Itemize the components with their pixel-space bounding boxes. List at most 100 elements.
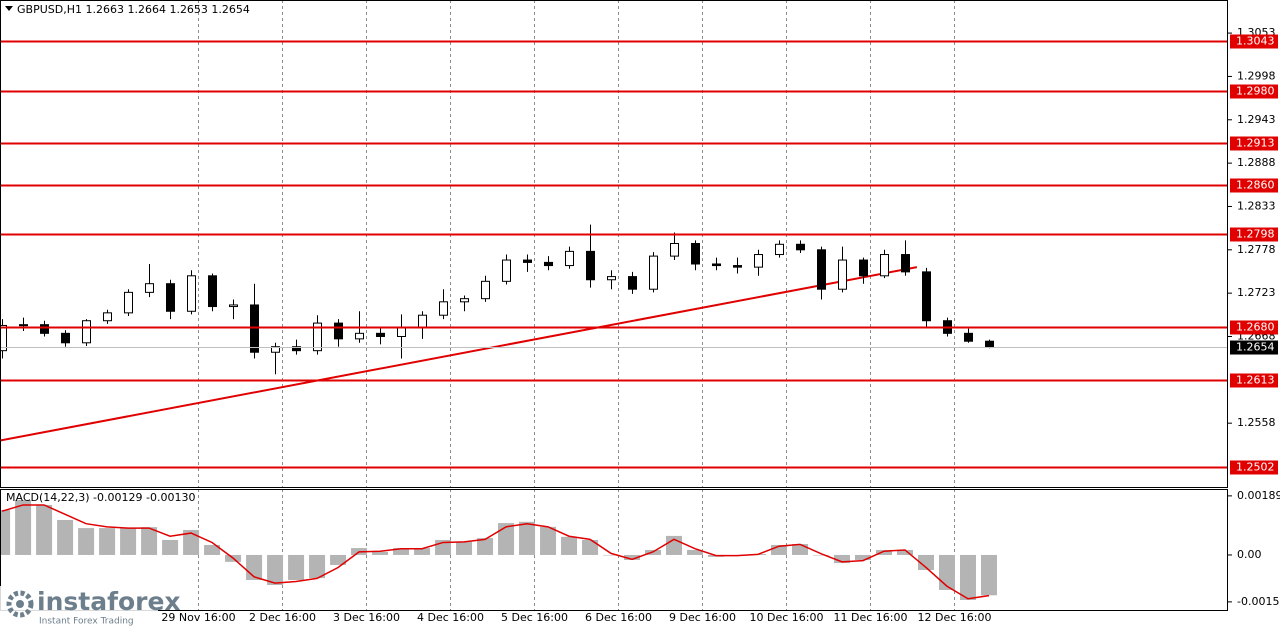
macd-bar [561, 536, 578, 555]
candle-body [376, 332, 385, 337]
candle-body [61, 332, 70, 344]
macd-bar [414, 548, 431, 555]
logo-tagline: Instant Forex Trading [39, 617, 134, 627]
level-box [1230, 373, 1278, 388]
candle-body [40, 324, 49, 334]
x-tick-label: 5 Dec 16:00 [501, 611, 568, 624]
macd-bar [183, 529, 200, 555]
trend-line [0, 266, 918, 442]
candle-body [418, 314, 427, 328]
macd-bar [959, 554, 976, 600]
candle-body [586, 250, 595, 281]
macd-bar [120, 528, 137, 555]
candle-body [733, 265, 742, 268]
candle-body [901, 254, 910, 273]
y-tick-label: 1.2558 [1237, 416, 1276, 429]
price-title: GBPUSD,H1 1.2663 1.2664 1.2653 1.2654 [17, 3, 250, 16]
signal-line [1, 504, 990, 600]
logo-hub [16, 600, 24, 608]
macd-bar [78, 528, 95, 555]
x-tick-label: 2 Dec 16:00 [249, 611, 316, 624]
price-frame [0, 0, 1228, 488]
macd-bar [204, 544, 221, 555]
level-label: 1.2502 [1236, 461, 1275, 474]
candle-body [124, 291, 133, 314]
candle-body [229, 304, 238, 308]
macd-bar [36, 504, 53, 555]
candle-body [82, 320, 91, 344]
macd-bar [15, 499, 32, 555]
candle-body [712, 263, 721, 267]
level-box [1230, 460, 1278, 475]
macd-title: MACD(14,22,3) -0.00129 -0.00130 [6, 491, 195, 504]
y-tick-label: 1.2833 [1237, 199, 1276, 212]
y-tick-label: 1.2723 [1237, 286, 1276, 299]
macd-bar [875, 549, 892, 555]
level-label: 1.2613 [1236, 374, 1275, 387]
macd-bar [519, 521, 536, 555]
macd-bar [267, 554, 284, 585]
candle-body [187, 275, 196, 312]
macd-bar [99, 528, 116, 555]
candle-body [796, 243, 805, 251]
last-price-label: 1.2654 [1236, 341, 1275, 354]
y-tick-label: 1.2888 [1237, 156, 1276, 169]
candle-body [313, 322, 322, 352]
candle-body [838, 259, 847, 290]
candle-body [502, 259, 511, 282]
macd-bar [917, 554, 934, 570]
candle-body [355, 332, 364, 340]
x-tick-label: 29 Nov 16:00 [161, 611, 235, 624]
macd-bar [582, 539, 599, 555]
macd-bar [854, 554, 871, 560]
macd-bar [309, 554, 326, 579]
macd-bar [330, 554, 347, 565]
candle-body [460, 298, 469, 303]
macd-bar [812, 554, 829, 556]
macd-bar [477, 538, 494, 555]
logo-brand: instaforex [37, 587, 181, 616]
level-label: 1.2798 [1236, 228, 1275, 241]
macd-bar [687, 549, 704, 555]
candle-body [523, 259, 532, 263]
macd-bar [833, 554, 850, 564]
candle-body [628, 276, 637, 290]
candle-body [250, 304, 259, 353]
candle-body [691, 243, 700, 265]
x-tick-label: 9 Dec 16:00 [669, 611, 736, 624]
candle-body [103, 312, 112, 322]
level-label: 1.2860 [1236, 179, 1275, 192]
level-box [1230, 34, 1278, 49]
level-box [1230, 178, 1278, 193]
logo-gear [6, 590, 34, 618]
level-label: 1.3043 [1236, 35, 1275, 48]
x-tick-label: 6 Dec 16:00 [585, 611, 652, 624]
candle-body [0, 324, 7, 352]
macd-bar [498, 523, 515, 555]
level-label: 1.2913 [1236, 137, 1275, 150]
macd-bar [57, 519, 74, 555]
level-box [1230, 227, 1278, 242]
y-tick-label: 1.2943 [1237, 113, 1276, 126]
level-box [1230, 136, 1278, 151]
logo-backdrop [0, 586, 158, 628]
candle-body [649, 255, 658, 290]
y-tick-label: 1.2778 [1237, 243, 1276, 256]
macd-bar [162, 539, 179, 555]
candle-body [19, 324, 28, 327]
candle-body [271, 346, 280, 353]
x-tick-label: 10 Dec 16:00 [750, 611, 824, 624]
macd-bar [603, 554, 620, 556]
candle-body [145, 283, 154, 293]
macd-bar [980, 554, 997, 596]
candle-body [208, 275, 217, 308]
macd-bar [540, 526, 557, 555]
macd-frame [0, 489, 1228, 611]
candle-body [166, 283, 175, 312]
macd-bar [624, 554, 641, 560]
candle-body [292, 346, 301, 352]
candle-body [964, 332, 973, 342]
candle-body [859, 259, 868, 277]
